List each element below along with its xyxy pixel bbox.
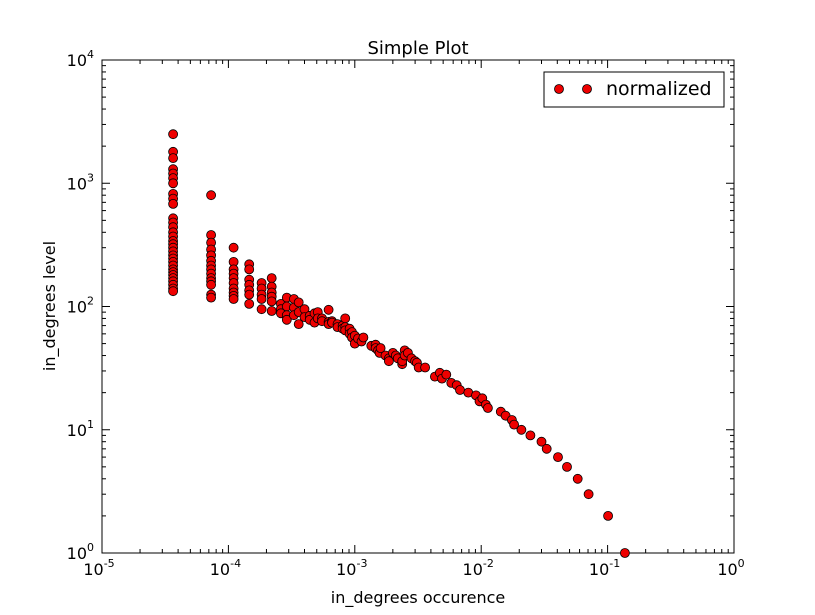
data-point: [293, 297, 304, 308]
data-point: [603, 511, 613, 521]
data-point: [620, 548, 630, 558]
data-point: [168, 178, 179, 189]
data-point: [228, 294, 239, 304]
data-point: [244, 289, 255, 300]
data-point: [482, 403, 493, 413]
data-point: [562, 461, 572, 472]
y-axis-ticks: 100 101 102 103 104: [67, 48, 734, 563]
data-point: [383, 356, 394, 367]
x-tick-label: 10-5: [83, 557, 114, 579]
legend-marker-left: [554, 84, 564, 94]
data-point: [340, 313, 351, 324]
x-axis-label: in_degrees occurence: [331, 588, 505, 608]
data-point: [323, 304, 334, 315]
data-markers: [168, 129, 630, 558]
legend: normalized: [543, 71, 725, 108]
data-point: [358, 332, 369, 343]
legend-label: normalized: [606, 78, 712, 100]
legend-marker-right: [582, 84, 592, 94]
x-tick-label: 10-2: [463, 557, 494, 579]
data-point: [420, 362, 431, 373]
data-point: [266, 306, 277, 316]
y-axis-label: in_degrees level: [40, 241, 60, 371]
x-tick-label: 10-4: [210, 557, 241, 579]
data-point: [266, 296, 277, 307]
data-point: [525, 430, 536, 441]
data-point: [256, 294, 267, 304]
data-point: [206, 190, 217, 201]
x-axis-ticks: 10-5 10-4 10-3 10-2 10-1 100: [83, 60, 745, 579]
legend-box: [543, 71, 725, 108]
data-point: [206, 292, 217, 303]
data-point: [244, 298, 255, 309]
data-point: [572, 473, 583, 484]
data-point: [541, 443, 552, 454]
data-point: [206, 279, 217, 290]
data-point: [266, 273, 277, 284]
data-point: [168, 129, 179, 140]
data-point: [509, 419, 519, 430]
data-point: [583, 489, 594, 500]
data-point: [293, 319, 304, 330]
data-point: [516, 424, 527, 435]
chart-title: Simple Plot: [367, 38, 468, 59]
x-tick-label: 100: [717, 557, 744, 579]
data-point: [256, 304, 267, 315]
data-point: [536, 436, 547, 447]
plot-area: [101, 59, 735, 554]
y-tick-label: 101: [67, 418, 94, 440]
data-point: [228, 242, 239, 253]
data-point: [455, 385, 465, 395]
data-point: [244, 264, 255, 275]
data-point: [168, 198, 179, 209]
x-tick-label: 10-1: [589, 557, 620, 579]
data-point: [168, 153, 179, 164]
y-tick-label: 100: [67, 541, 94, 563]
data-point: [281, 314, 292, 325]
data-point: [441, 369, 452, 380]
data-point: [553, 452, 563, 463]
y-tick-label: 104: [67, 48, 94, 70]
x-tick-label: 10-3: [336, 557, 367, 579]
y-tick-label: 103: [67, 171, 94, 193]
data-point: [375, 343, 386, 354]
data-point: [168, 286, 179, 297]
y-tick-label: 102: [67, 295, 94, 317]
